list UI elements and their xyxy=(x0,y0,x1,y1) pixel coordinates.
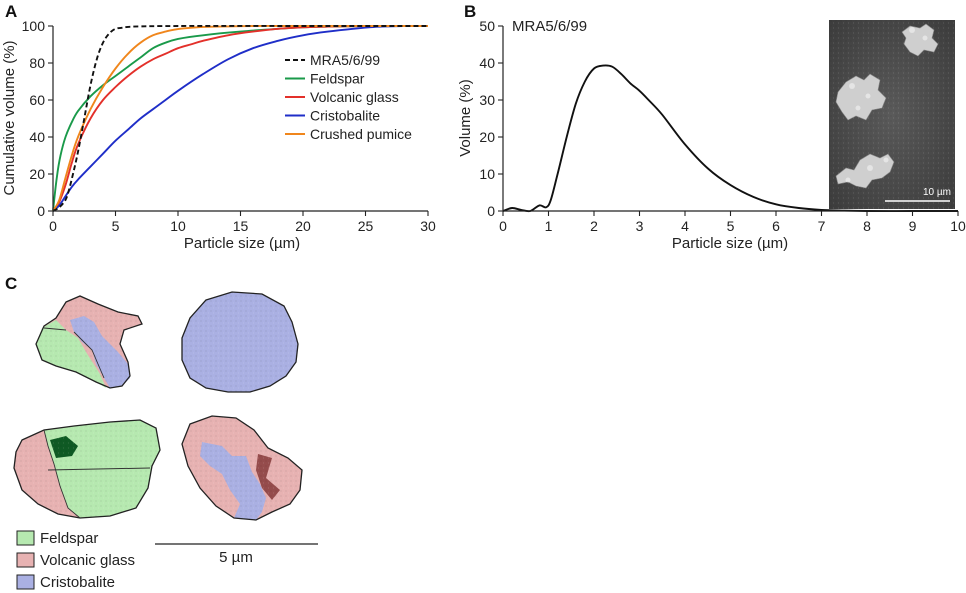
chart-b-ytick-label: 40 xyxy=(479,55,495,71)
chart-a-ytick-label: 60 xyxy=(29,92,45,108)
chart-a-xtick-label: 5 xyxy=(112,218,120,234)
panel-c-legend: Feldspar Volcanic glass Cristobalite xyxy=(16,530,135,591)
chart-b-lines xyxy=(502,64,958,213)
chart-b-title: MRA5/6/99 xyxy=(512,18,587,35)
chart-a-xtick-label: 0 xyxy=(49,218,57,234)
chart-b-ticks: 0 1 2 3 4 5 6 7 8 9 10 0 10 20 30 40 50 xyxy=(479,18,966,234)
chart-b-ytick-label: 10 xyxy=(479,166,495,182)
chart-a-ytick-label: 0 xyxy=(37,203,45,219)
chart-b-series-mra5-6-99 xyxy=(502,64,958,213)
chart-b-ytick-label: 0 xyxy=(487,203,495,219)
panel-c-swatch-cristobalite xyxy=(16,574,35,590)
legend-label-volcanic-glass: Volcanic glass xyxy=(310,89,399,105)
chart-a: 0 5 10 15 20 25 30 0 20 40 60 80 100 Particle size (… xyxy=(1,18,436,252)
chart-a-legend: MRA5/6/99 Feldspar Volcanic glass Cristobal… xyxy=(285,52,412,142)
chart-a-ytick-label: 20 xyxy=(29,166,45,182)
chart-a-ylabel: Cumulative volume (%) xyxy=(1,40,18,195)
chart-b-xtick-label: 0 xyxy=(499,218,507,234)
sem-scale-label: 10 µm xyxy=(923,187,951,198)
chart-b-xtick-label: 8 xyxy=(863,218,871,234)
chart-b-xtick-label: 1 xyxy=(545,218,553,234)
particle-4 xyxy=(181,415,303,521)
panel-c-label-volcanic-glass: Volcanic glass xyxy=(40,552,135,569)
chart-a-lines xyxy=(52,25,429,212)
chart-a-series-volcanic-glass xyxy=(52,25,429,212)
sem-inset-image: 10 µm xyxy=(829,20,955,209)
chart-b-xtick-label: 6 xyxy=(772,218,780,234)
particle-1 xyxy=(35,295,143,389)
chart-b-xtick-label: 9 xyxy=(909,218,917,234)
legend-label-feldspar: Feldspar xyxy=(310,71,365,87)
chart-a-xlabel: Particle size (µm) xyxy=(184,235,300,252)
chart-b-xtick-label: 7 xyxy=(818,218,826,234)
panel-c-swatch-feldspar xyxy=(16,530,35,546)
panel-c-particles xyxy=(13,291,303,521)
panel-label-c: C xyxy=(5,274,17,293)
chart-a-series-cristobalite xyxy=(52,25,429,212)
chart-b-xtick-label: 4 xyxy=(681,218,689,234)
panel-label-a: A xyxy=(5,2,17,21)
legend-label-crushed-pumice: Crushed pumice xyxy=(310,126,412,142)
chart-a-ticks: 0 5 10 15 20 25 30 0 20 40 60 80 100 xyxy=(22,18,436,234)
chart-a-ytick-label: 100 xyxy=(22,18,46,34)
chart-a-xtick-label: 10 xyxy=(170,218,186,234)
chart-b-ytick-label: 30 xyxy=(479,92,495,108)
particle-2 xyxy=(181,291,299,393)
panel-c-label-cristobalite: Cristobalite xyxy=(40,574,115,591)
legend-label-mra5-6-99: MRA5/6/99 xyxy=(310,52,380,68)
chart-a-ytick-label: 80 xyxy=(29,55,45,71)
chart-a-xtick-label: 25 xyxy=(358,218,374,234)
particle-3 xyxy=(13,419,161,519)
panel-c-label-feldspar: Feldspar xyxy=(40,530,98,547)
panel-c-scale-label: 5 µm xyxy=(219,549,253,566)
chart-a-xtick-label: 30 xyxy=(420,218,436,234)
panel-c-swatch-volcanic-glass xyxy=(16,552,35,568)
legend-label-cristobalite: Cristobalite xyxy=(310,108,380,124)
chart-a-series-mra5-6-99 xyxy=(52,25,428,212)
chart-a-ytick-label: 40 xyxy=(29,129,45,145)
chart-b-xtick-label: 5 xyxy=(727,218,735,234)
chart-b-ylabel: Volume (%) xyxy=(457,79,474,157)
chart-b-ytick-label: 20 xyxy=(479,129,495,145)
chart-a-xtick-label: 20 xyxy=(295,218,311,234)
chart-b-xtick-label: 10 xyxy=(950,218,966,234)
chart-a-xtick-label: 15 xyxy=(233,218,249,234)
chart-b-ytick-label: 50 xyxy=(479,18,495,34)
chart-b-xlabel: Particle size (µm) xyxy=(672,235,788,252)
chart-b-xtick-label: 2 xyxy=(590,218,598,234)
panel-label-b: B xyxy=(464,2,476,21)
chart-b-xtick-label: 3 xyxy=(636,218,644,234)
